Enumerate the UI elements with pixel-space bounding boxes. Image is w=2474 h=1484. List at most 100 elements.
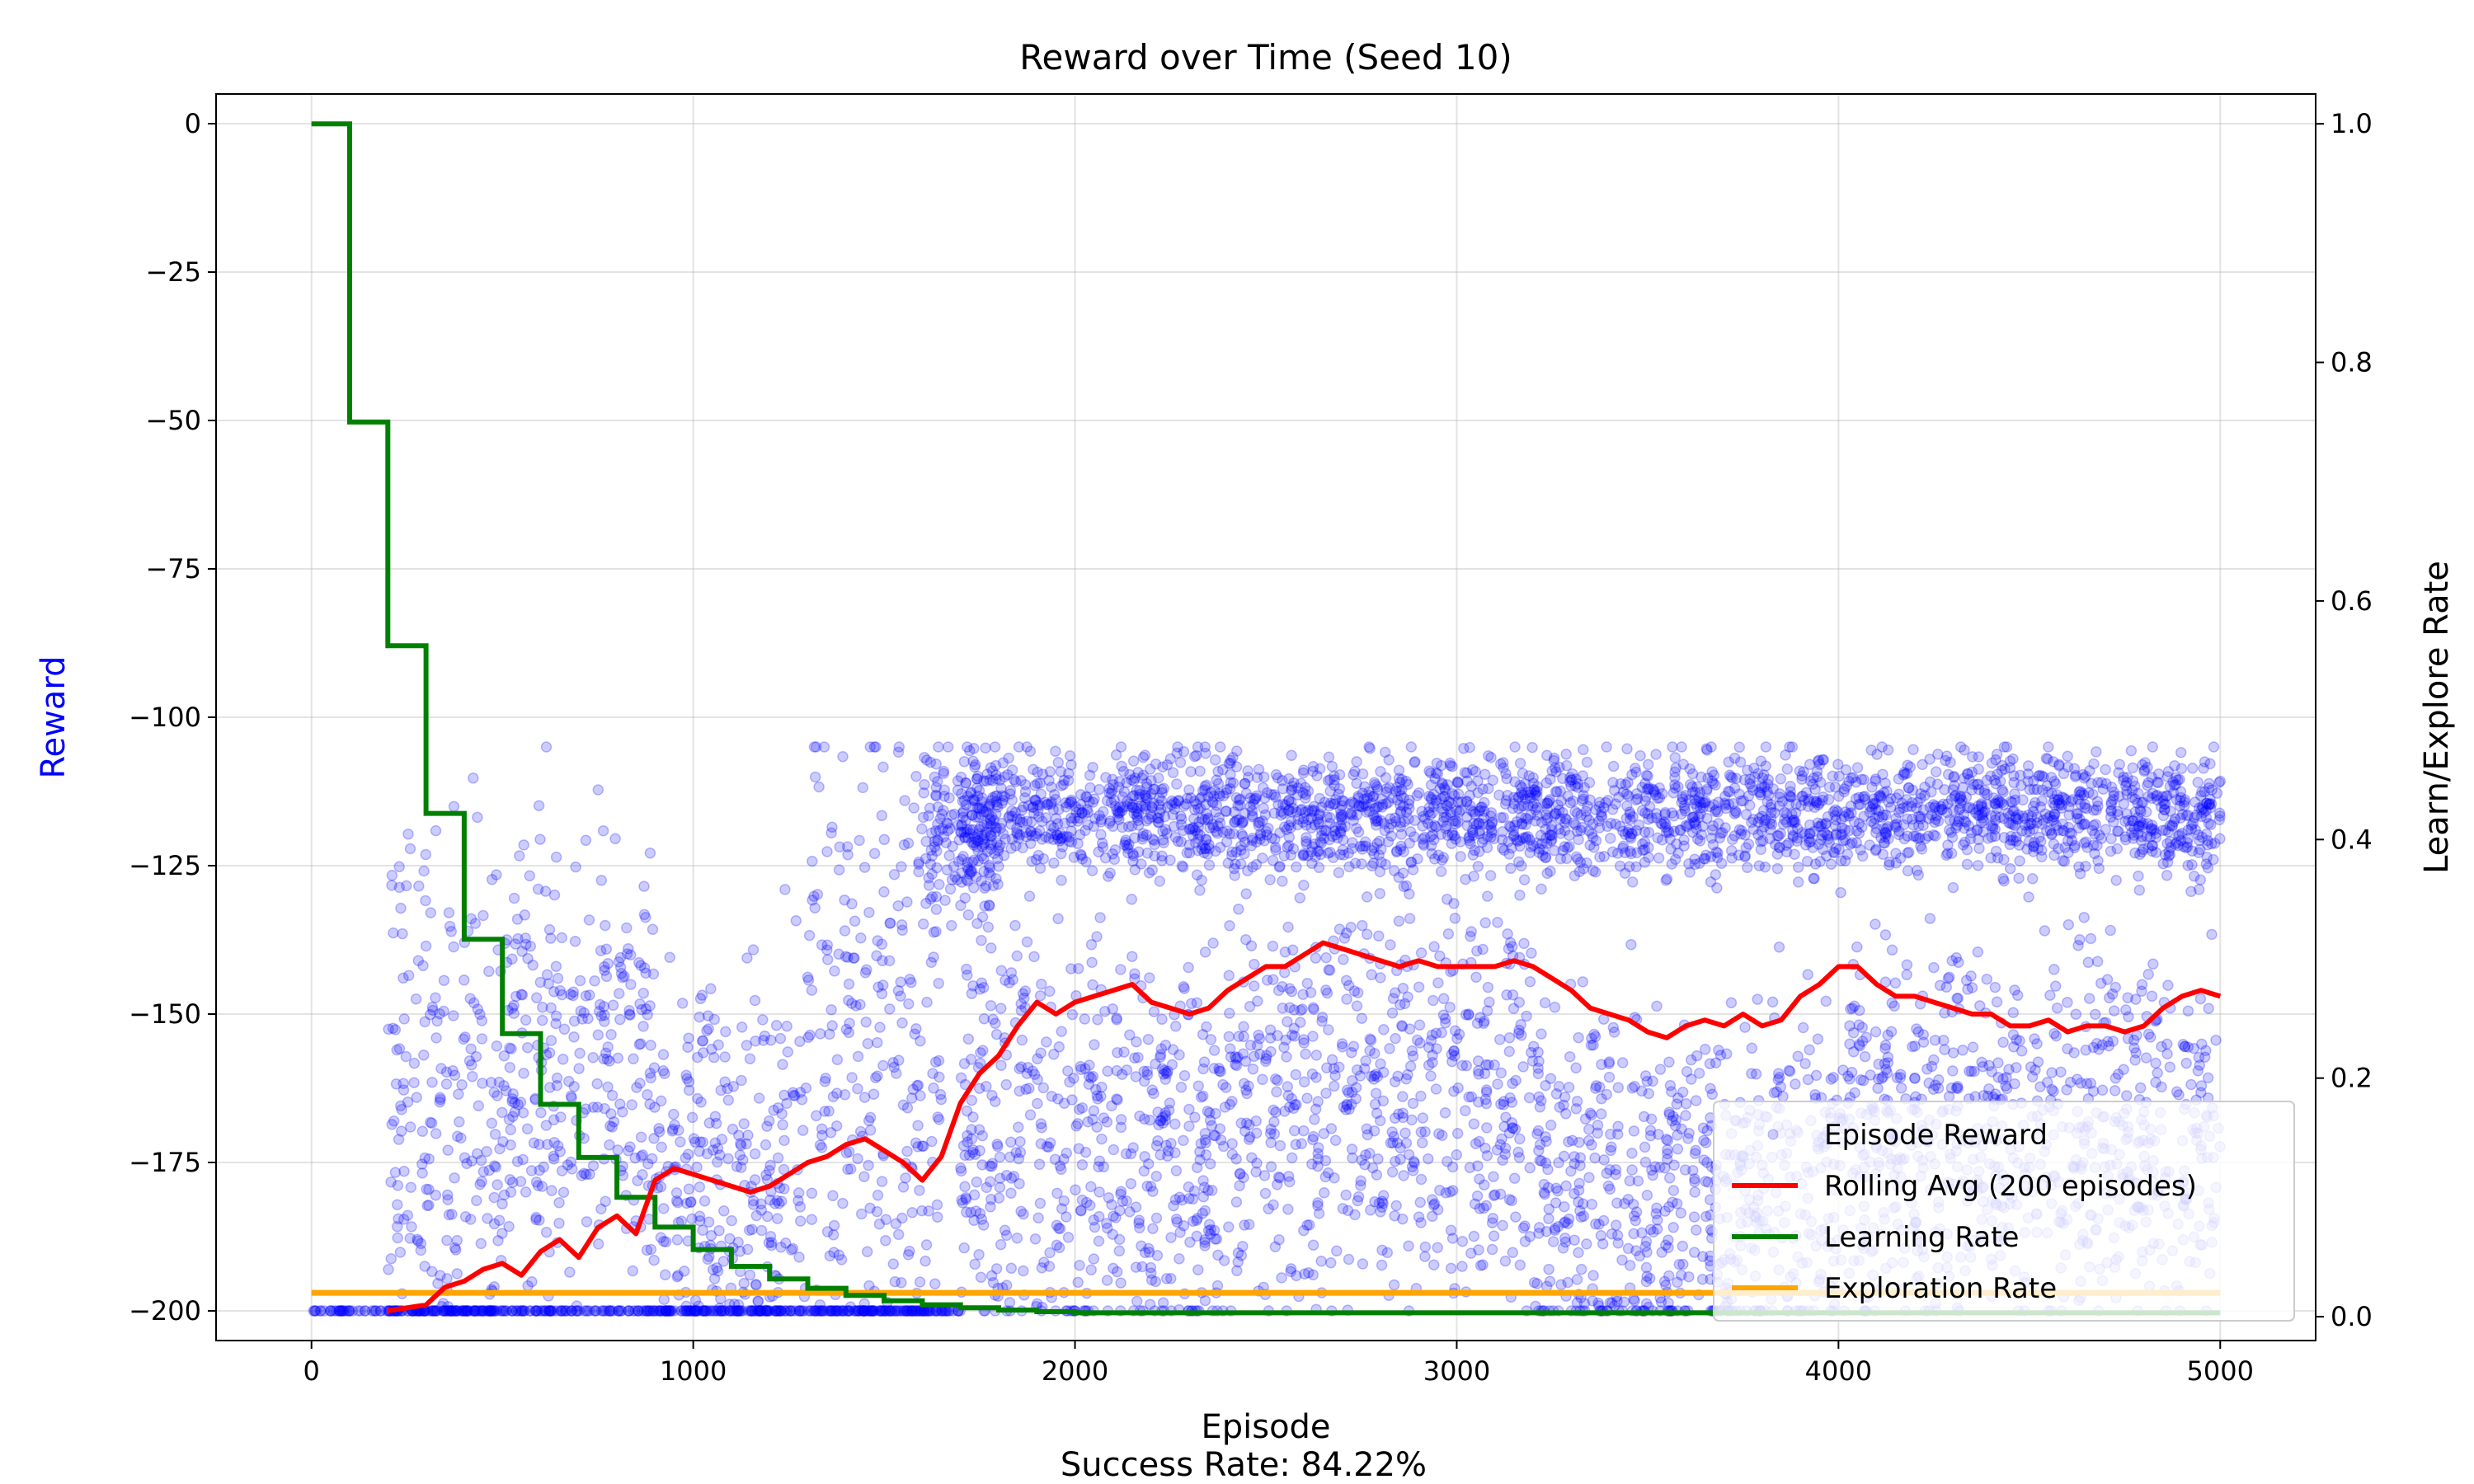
reward-point (555, 1111, 567, 1123)
reward-point (1813, 838, 1825, 850)
reward-point (901, 1145, 913, 1158)
reward-point (1516, 801, 1527, 812)
reward-point (2086, 824, 2098, 837)
reward-point (1524, 847, 1536, 858)
reward-point (774, 1305, 787, 1317)
reward-point (1555, 795, 1567, 807)
reward-point (1719, 799, 1732, 811)
reward-point (1265, 1161, 1277, 1172)
reward-point (1526, 741, 1538, 754)
reward-point (1922, 830, 1935, 842)
reward-point (1150, 1058, 1161, 1070)
reward-point (1164, 1097, 1176, 1109)
reward-point (387, 1022, 399, 1035)
reward-point (520, 932, 531, 944)
reward-point (1278, 1041, 1290, 1054)
reward-point (1312, 1096, 1324, 1107)
reward-point (1642, 758, 1654, 771)
reward-point (1052, 913, 1064, 925)
reward-point (434, 1092, 446, 1104)
reward-point (1734, 756, 1747, 768)
reward-point (995, 1003, 1007, 1014)
reward-point (434, 1096, 446, 1108)
reward-point (511, 1156, 524, 1167)
reward-point (543, 1047, 556, 1059)
reward-point (985, 1160, 998, 1172)
reward-point (1285, 815, 1297, 828)
reward-point (876, 810, 888, 822)
reward-point (488, 1191, 500, 1204)
reward-point (727, 1123, 739, 1135)
reward-point (1911, 802, 1922, 814)
reward-point (2175, 791, 2187, 804)
reward-point (515, 989, 527, 1000)
reward-point (492, 1090, 503, 1101)
reward-point (466, 1059, 477, 1071)
reward-point (335, 1305, 347, 1317)
reward-point (1506, 1097, 1518, 1108)
reward-point (1626, 769, 1638, 781)
reward-point (1523, 1092, 1536, 1104)
reward-point (476, 1176, 487, 1187)
reward-point (1050, 745, 1061, 758)
reward-point (638, 962, 651, 974)
reward-point (1605, 817, 1617, 829)
reward-point (2213, 807, 2226, 819)
reward-point (410, 993, 422, 1005)
reward-point (1536, 883, 1547, 895)
reward-point (697, 1305, 709, 1317)
reward-point (1383, 822, 1395, 834)
reward-point (749, 1148, 761, 1160)
reward-point (591, 1101, 604, 1113)
reward-point (439, 1305, 450, 1317)
reward-point (408, 1077, 420, 1088)
reward-point (772, 1305, 784, 1317)
reward-point (1856, 850, 1869, 862)
reward-point (441, 1273, 453, 1284)
reward-point (1013, 1121, 1024, 1133)
reward-point (929, 1278, 941, 1289)
reward-point (1590, 804, 1602, 815)
reward-point (1104, 867, 1116, 879)
reward-point (540, 1120, 553, 1131)
reward-point (1930, 766, 1942, 777)
reward-point (1399, 1127, 1411, 1139)
reward-point (447, 1305, 459, 1317)
reward-point (880, 1305, 891, 1317)
reward-point (1098, 805, 1109, 818)
reward-point (496, 1106, 508, 1119)
reward-point (1902, 813, 1913, 825)
reward-point (1514, 1259, 1526, 1271)
reward-point (856, 1305, 868, 1317)
reward-point (839, 925, 851, 937)
reward-point (1683, 794, 1696, 806)
reward-point (506, 1093, 519, 1105)
reward-point (2020, 826, 2033, 838)
reward-point (325, 1305, 336, 1317)
reward-point (1073, 804, 1085, 815)
reward-point (966, 1133, 978, 1145)
reward-point (2062, 750, 2073, 763)
reward-point (1428, 941, 1440, 953)
reward-point (477, 1305, 490, 1317)
reward-point (435, 1300, 448, 1313)
reward-point (1953, 804, 1965, 815)
reward-point (580, 990, 592, 1002)
reward-point (1509, 819, 1521, 832)
reward-point (749, 994, 761, 1007)
reward-point (2091, 746, 2102, 758)
reward-point (1442, 1156, 1453, 1167)
reward-point (1524, 1162, 1536, 1174)
reward-point (2133, 884, 2146, 896)
reward-point (736, 1074, 747, 1087)
reward-point (742, 1305, 755, 1317)
reward-point (1769, 838, 1781, 851)
reward-point (890, 1218, 902, 1230)
reward-point (392, 1221, 403, 1233)
reward-point (449, 1069, 461, 1082)
reward-point (510, 1305, 522, 1317)
reward-point (775, 1305, 787, 1317)
reward-point (1024, 1109, 1037, 1121)
reward-point (1425, 767, 1437, 779)
reward-point (448, 801, 460, 812)
